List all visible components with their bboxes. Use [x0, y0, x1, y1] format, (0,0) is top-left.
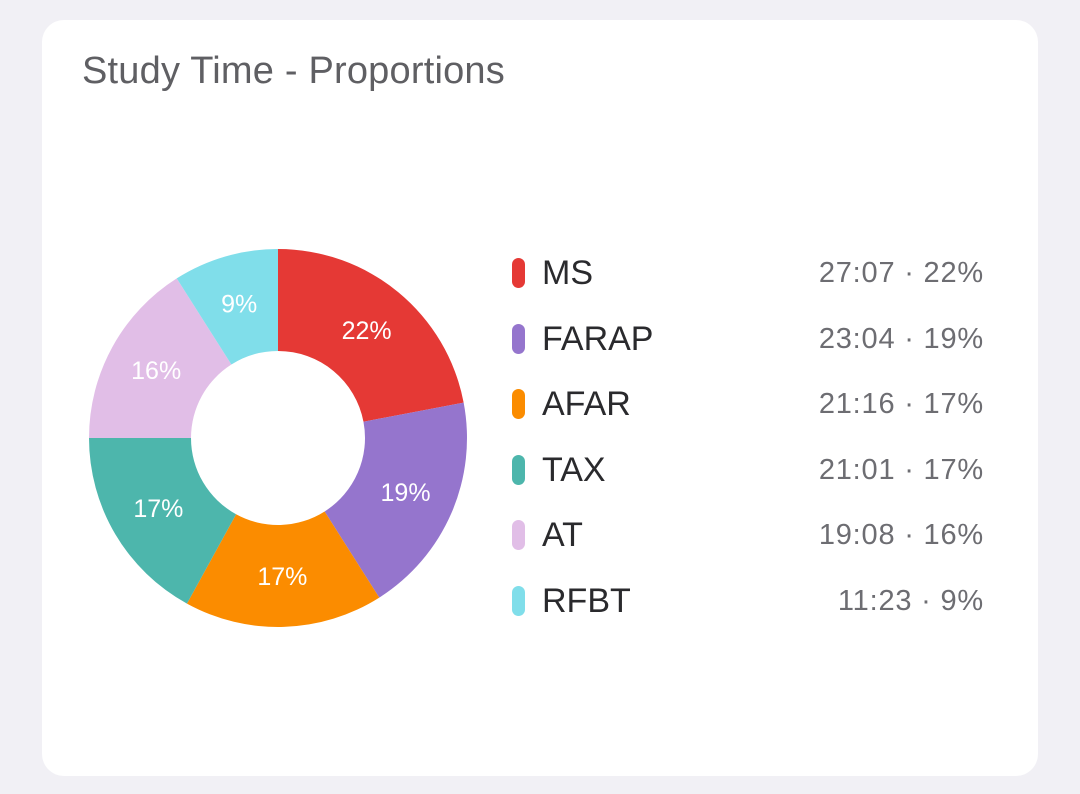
chart-legend: MS 27:07 · 22% FARAP 23:04 · 19% AFAR 21:16 ·… [512, 240, 984, 634]
slice-label-afar: 17% [257, 563, 307, 591]
legend-value: 23:04 · 19% [818, 322, 984, 355]
legend-name: MS [542, 254, 593, 292]
card-title: Study Time - Proportions [82, 50, 505, 92]
slice-label-at: 16% [131, 357, 181, 385]
donut-slice-labels: 22% 19% 17% 17% 16% 9% [131, 291, 430, 591]
slice-label-ms: 22% [342, 317, 392, 345]
legend-value: 21:16 · 17% [818, 388, 984, 421]
legend-value: 19:08 · 16% [818, 519, 984, 552]
legend-value: 27:07 · 22% [818, 257, 984, 289]
donut-slice-tax [89, 438, 237, 604]
donut-chart: 22% 19% 17% 17% 16% 9% [89, 249, 467, 627]
donut-slices [89, 249, 467, 627]
legend-name: RFBT [542, 581, 631, 620]
legend-name: AT [542, 516, 583, 555]
legend-item-afar: AFAR 21:16 · 17% [512, 371, 984, 437]
legend-item-farap: FARAP 23:04 · 19% [512, 306, 984, 372]
legend-name: FARAP [542, 319, 654, 358]
legend-swatch [512, 520, 525, 551]
legend-swatch [512, 389, 525, 420]
legend-swatch [512, 258, 525, 288]
legend-swatch [512, 585, 525, 616]
legend-name: TAX [542, 450, 606, 489]
slice-label-rfbt: 9% [221, 291, 257, 319]
legend-name: AFAR [542, 385, 631, 424]
legend-item-ms: MS 27:07 · 22% [512, 240, 984, 306]
slice-label-tax: 17% [133, 495, 183, 523]
legend-item-at: AT 19:08 · 16% [512, 502, 984, 568]
slice-label-farap: 19% [381, 479, 431, 507]
donut-slice-ms [278, 249, 464, 422]
legend-value: 21:01 · 17% [818, 453, 984, 486]
donut-slice-farap [324, 402, 467, 598]
legend-value: 11:23 · 9% [837, 584, 984, 617]
legend-swatch [512, 323, 525, 354]
donut-slice-at [89, 278, 232, 438]
legend-item-rfbt: RFBT 11:23 · 9% [512, 568, 984, 634]
legend-item-tax: TAX 21:01 · 17% [512, 437, 984, 503]
donut-slice-rfbt [176, 249, 278, 365]
study-time-card: Study Time - Proportions 22% 19% 17% 17% 16%… [42, 20, 1038, 776]
legend-swatch [512, 454, 525, 485]
donut-slice-afar [186, 511, 380, 627]
